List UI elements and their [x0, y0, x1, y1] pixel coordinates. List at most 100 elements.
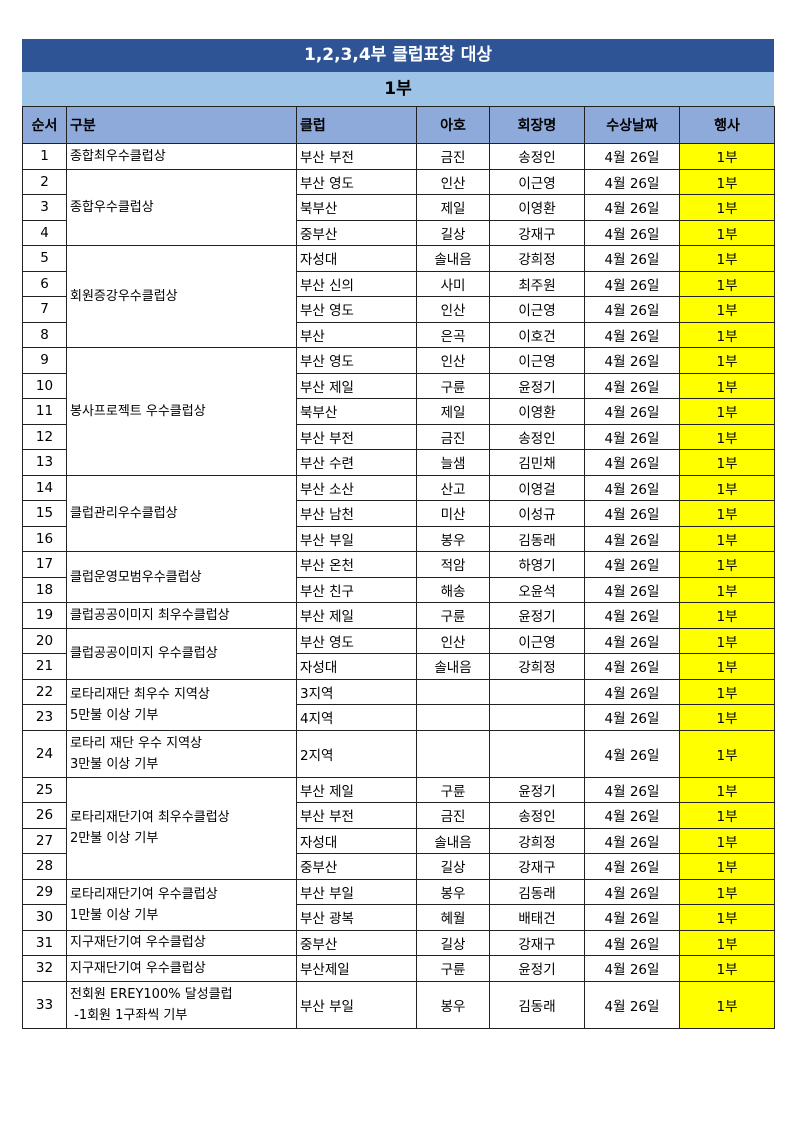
event-cell: 1부 — [679, 372, 775, 399]
club-cell: 부산 영도 — [296, 168, 417, 195]
president-cell — [489, 704, 585, 731]
header-event: 행사 — [679, 106, 775, 144]
header-aho: 아호 — [416, 106, 490, 144]
row-number: 11 — [22, 398, 67, 425]
event-cell: 1부 — [679, 776, 775, 803]
category-cell: 종합우수클럽상 — [66, 168, 297, 246]
table-row: 6 부산 신의 사미 최주원 4월 26일 1부 — [22, 270, 775, 297]
row-number: 33 — [22, 980, 67, 1029]
award-table: 순서 구분 클럽 아호 회장명 수상날짜 행사 1 종합최우수클럽상 부산 부전 금진… — [22, 106, 775, 1029]
aho-cell — [416, 729, 490, 778]
row-number: 5 — [22, 245, 67, 272]
date-cell: 4월 26일 — [584, 449, 680, 476]
club-cell: 부산 제일 — [296, 602, 417, 629]
header-president: 회장명 — [489, 106, 585, 144]
aho-cell: 미산 — [416, 500, 490, 527]
table-row: 32 지구재단기여 우수클럽상 부산제일 구륜 윤정기 4월 26일 1부 — [22, 955, 775, 982]
aho-cell: 금진 — [416, 423, 490, 450]
date-cell: 4월 26일 — [584, 878, 680, 905]
aho-cell: 인산 — [416, 347, 490, 374]
president-cell: 송정인 — [489, 802, 585, 829]
president-cell: 강재구 — [489, 853, 585, 880]
table-row: 28 중부산 길상 강재구 4월 26일 1부 — [22, 853, 775, 880]
date-cell: 4월 26일 — [584, 270, 680, 297]
president-cell: 윤정기 — [489, 372, 585, 399]
aho-cell: 은곡 — [416, 321, 490, 348]
table-row: 8 부산 은곡 이호건 4월 26일 1부 — [22, 321, 775, 348]
table-row: 16 부산 부일 봉우 김동래 4월 26일 1부 — [22, 525, 775, 552]
club-cell: 중부산 — [296, 219, 417, 246]
header-club: 클럽 — [296, 106, 417, 144]
aho-cell: 사미 — [416, 270, 490, 297]
table-row: 18 부산 친구 해송 오윤석 4월 26일 1부 — [22, 576, 775, 603]
president-cell: 이근영 — [489, 627, 585, 654]
aho-cell: 인산 — [416, 168, 490, 195]
aho-cell — [416, 678, 490, 705]
president-cell: 송정인 — [489, 423, 585, 450]
category-line: 로타리 재단 우수 지역상 — [70, 735, 202, 751]
header-row: 순서 구분 클럽 아호 회장명 수상날짜 행사 — [22, 106, 775, 144]
event-cell: 1부 — [679, 929, 775, 956]
club-cell: 중부산 — [296, 853, 417, 880]
event-cell: 1부 — [679, 551, 775, 578]
club-cell: 부산 신의 — [296, 270, 417, 297]
president-cell: 강재구 — [489, 219, 585, 246]
aho-cell: 길상 — [416, 929, 490, 956]
date-cell: 4월 26일 — [584, 627, 680, 654]
club-cell: 부산 부전 — [296, 143, 417, 170]
club-cell: 부산 친구 — [296, 576, 417, 603]
category-line: 로타리재단기여 우수클럽상 — [70, 886, 218, 902]
category-line: 지구재단기여 우수클럽상 — [70, 960, 206, 976]
table-row: 12 부산 부전 금진 송정인 4월 26일 1부 — [22, 423, 775, 450]
president-cell: 이호건 — [489, 321, 585, 348]
aho-cell: 제일 — [416, 398, 490, 425]
date-cell: 4월 26일 — [584, 245, 680, 272]
date-cell: 4월 26일 — [584, 372, 680, 399]
club-cell: 부산 영도 — [296, 627, 417, 654]
date-cell: 4월 26일 — [584, 143, 680, 170]
row-number: 9 — [22, 347, 67, 374]
date-cell: 4월 26일 — [584, 776, 680, 803]
category-cell: 클럽운영모범우수클럽상 — [66, 551, 297, 603]
table-row: 29 로타리재단기여 우수클럽상 1만불 이상 기부 부산 부일 봉우 김동래 4월 26일… — [22, 878, 775, 931]
event-cell: 1부 — [679, 168, 775, 195]
aho-cell: 길상 — [416, 853, 490, 880]
table-row: 2 종합우수클럽상 부산 영도 인산 이근영 4월 26일 1부 — [22, 168, 775, 246]
category-line: 로타리재단기여 최우수클럽상 — [70, 810, 230, 825]
club-cell: 북부산 — [296, 398, 417, 425]
event-cell: 1부 — [679, 576, 775, 603]
event-cell: 1부 — [679, 296, 775, 323]
president-cell: 김민채 — [489, 449, 585, 476]
club-cell: 4지역 — [296, 704, 417, 731]
row-number: 13 — [22, 449, 67, 476]
category-cell: 로타리재단기여 우수클럽상 1만불 이상 기부 — [66, 878, 297, 931]
date-cell: 4월 26일 — [584, 729, 680, 778]
event-cell: 1부 — [679, 219, 775, 246]
date-cell: 4월 26일 — [584, 347, 680, 374]
category-line: 클럽운영모범우수클럽상 — [70, 569, 202, 585]
president-cell: 강희정 — [489, 245, 585, 272]
aho-cell: 제일 — [416, 194, 490, 221]
aho-cell: 솔내음 — [416, 245, 490, 272]
aho-cell: 봉우 — [416, 980, 490, 1029]
club-cell: 부산 — [296, 321, 417, 348]
date-cell: 4월 26일 — [584, 194, 680, 221]
row-number: 27 — [22, 827, 67, 854]
date-cell: 4월 26일 — [584, 525, 680, 552]
aho-cell — [416, 704, 490, 731]
date-cell: 4월 26일 — [584, 219, 680, 246]
date-cell: 4월 26일 — [584, 802, 680, 829]
date-cell: 4월 26일 — [584, 653, 680, 680]
date-cell: 4월 26일 — [584, 296, 680, 323]
row-number: 19 — [22, 602, 67, 629]
header-no: 순서 — [22, 106, 67, 144]
table-row: 14 클럽관리우수클럽상 부산 소산 산고 이영걸 4월 26일 1부 — [22, 474, 775, 552]
row-number: 23 — [22, 704, 67, 731]
aho-cell: 산고 — [416, 474, 490, 501]
category-cell: 로타리재단 최우수 지역상 5만불 이상 기부 — [66, 678, 297, 731]
aho-cell: 구륜 — [416, 602, 490, 629]
category-line: 클럽공공이미지 최우수클럽상 — [70, 607, 230, 623]
club-cell: 부산 부일 — [296, 980, 417, 1029]
date-cell: 4월 26일 — [584, 168, 680, 195]
club-cell: 자성대 — [296, 653, 417, 680]
